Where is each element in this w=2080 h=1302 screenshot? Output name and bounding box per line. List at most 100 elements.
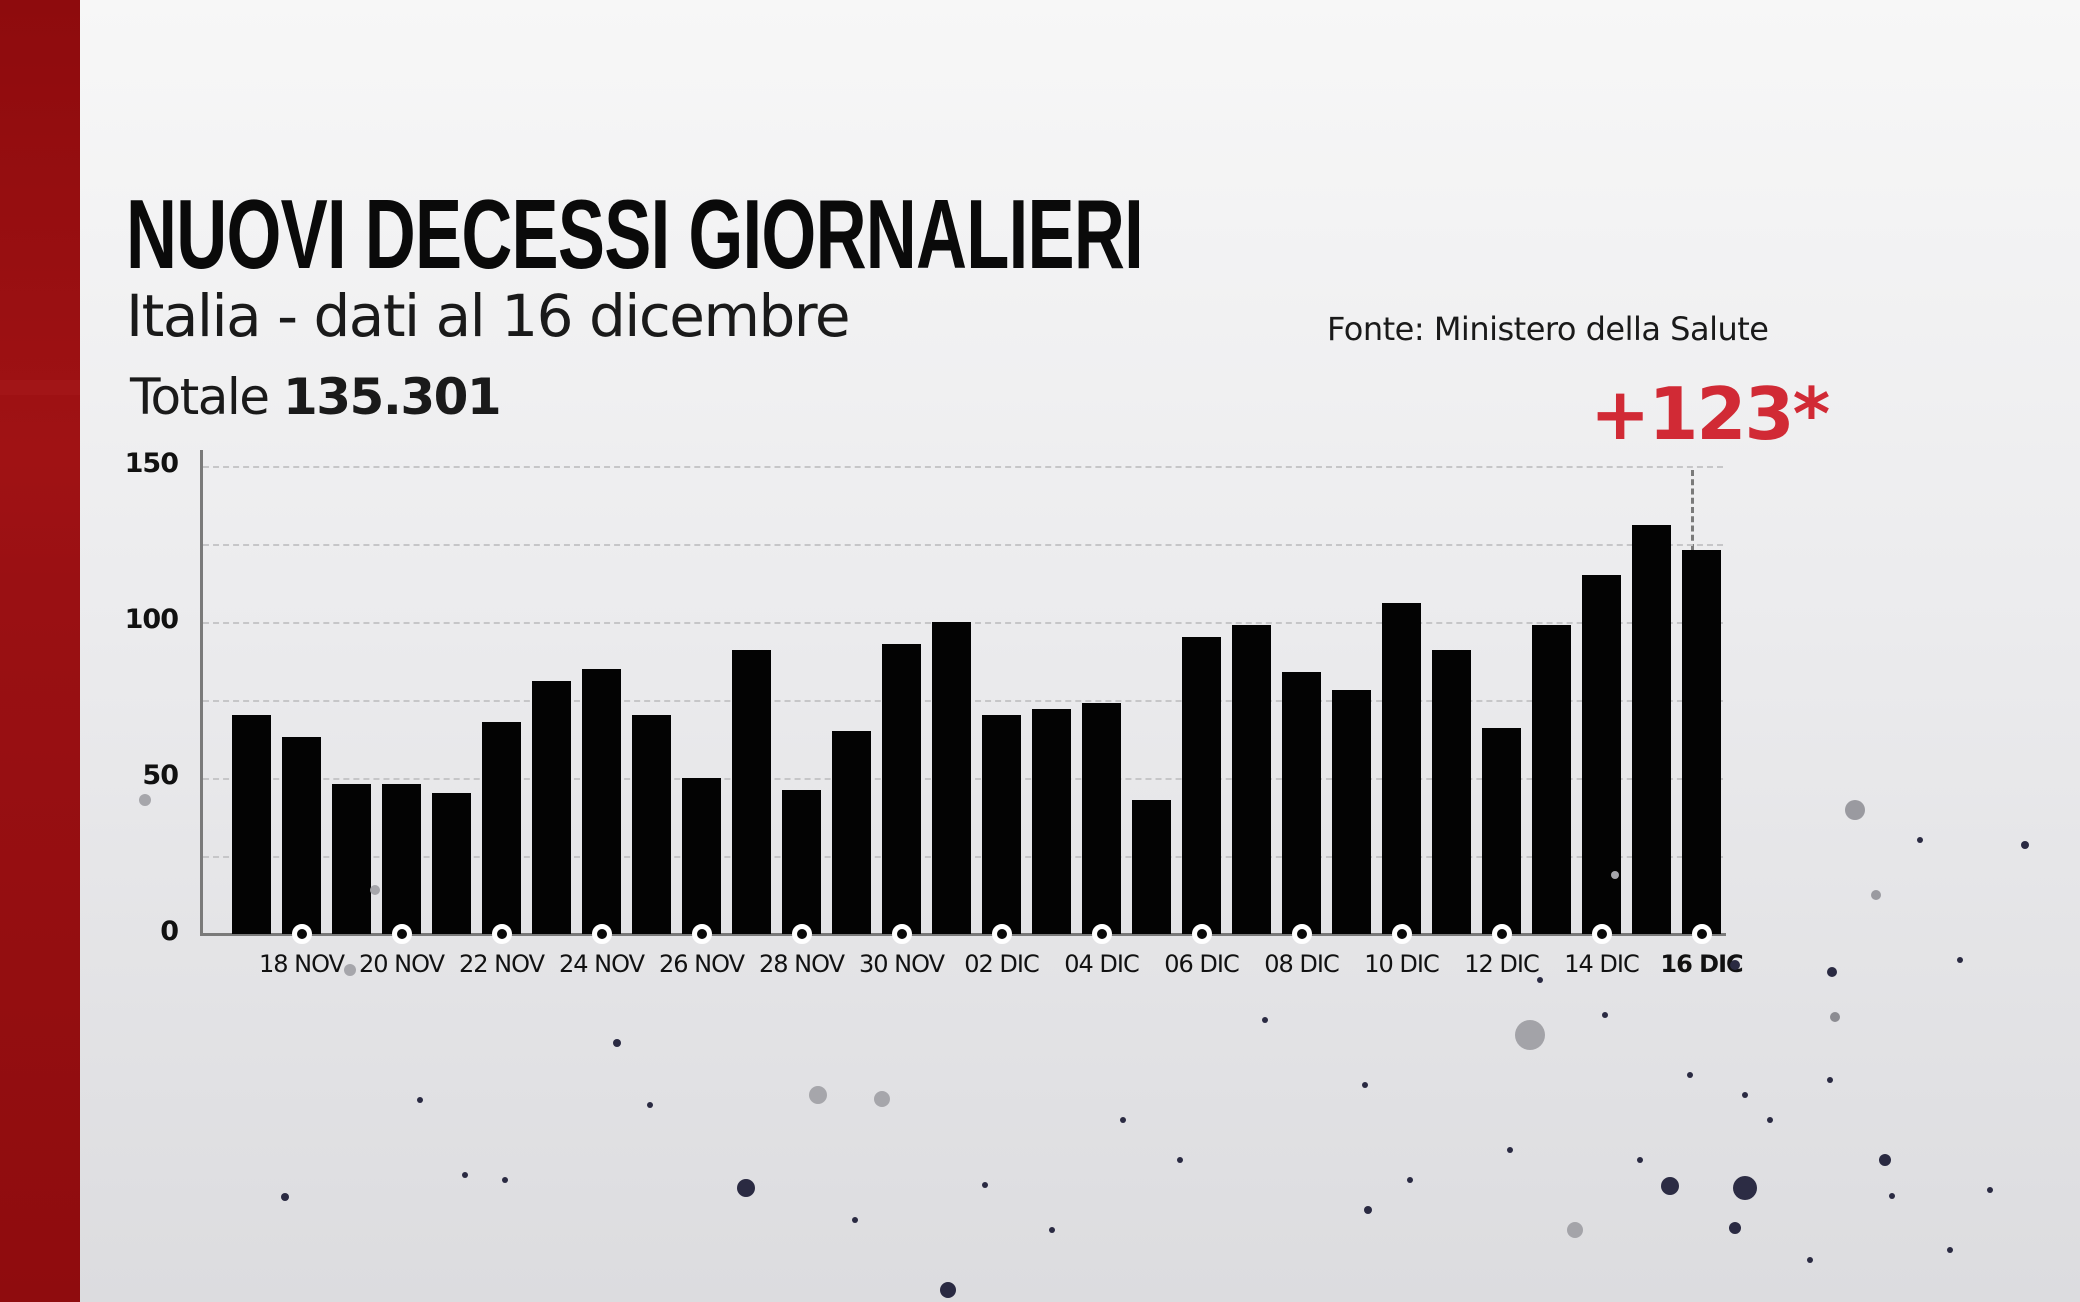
bar	[382, 784, 421, 934]
x-tick-marker	[891, 924, 912, 944]
data-source: Fonte: Ministero della Salute	[1327, 310, 1769, 348]
accent-stripe-band	[0, 380, 80, 395]
bar	[1482, 727, 1521, 934]
bar	[232, 715, 271, 934]
x-tick-label: 08 DIC	[1264, 950, 1339, 978]
decorative-dot	[1730, 960, 1740, 970]
bar	[1432, 649, 1471, 934]
bar	[1082, 702, 1121, 934]
bar	[1032, 709, 1071, 934]
decorative-dot	[737, 1179, 755, 1197]
bar	[282, 737, 321, 934]
bar	[1282, 671, 1321, 934]
bar	[432, 793, 471, 934]
decorative-dot	[852, 1217, 858, 1223]
decorative-dot	[1845, 800, 1865, 820]
bar	[1182, 637, 1221, 934]
x-tick-marker	[791, 924, 812, 944]
x-tick-label: 02 DIC	[964, 950, 1039, 978]
decorative-dot	[281, 1193, 289, 1201]
x-tick-label: 22 NOV	[458, 950, 545, 978]
decorative-dot	[1687, 1072, 1693, 1078]
gridline	[203, 543, 1723, 546]
bar	[1682, 549, 1721, 934]
decorative-dot	[874, 1091, 890, 1107]
x-axis	[200, 933, 1726, 936]
y-tick-label: 50	[142, 759, 179, 791]
decorative-dot	[1957, 957, 1963, 963]
decorative-dot	[940, 1282, 956, 1298]
x-tick-marker	[1291, 924, 1312, 944]
chart-subtitle: Italia - dati al 16 dicembre	[126, 282, 851, 350]
x-tick-label: 16 DIC	[1660, 950, 1743, 978]
bar	[1232, 624, 1271, 934]
decorative-dot	[1611, 871, 1619, 879]
bar	[832, 731, 871, 934]
decorative-dot	[1879, 1154, 1891, 1166]
decorative-dot	[1827, 967, 1837, 977]
bar	[482, 721, 521, 934]
x-tick-marker	[691, 924, 712, 944]
x-tick-label: 30 NOV	[858, 950, 945, 978]
y-tick-label: 100	[124, 603, 179, 635]
y-axis	[200, 450, 203, 936]
decorative-dot	[1807, 1257, 1813, 1263]
bar	[882, 643, 921, 934]
decorative-dot	[1742, 1092, 1748, 1098]
decorative-dot	[647, 1102, 653, 1108]
decorative-dot	[1602, 1012, 1608, 1018]
decorative-dot	[1889, 1193, 1895, 1199]
decorative-dot	[2021, 841, 2029, 849]
decorative-dot	[1917, 837, 1923, 843]
decorative-dot	[1177, 1157, 1183, 1163]
x-tick-label: 20 NOV	[358, 950, 445, 978]
decorative-dot	[1830, 1012, 1840, 1022]
x-tick-marker	[1091, 924, 1112, 944]
x-tick-label: 14 DIC	[1564, 950, 1639, 978]
x-tick-label: 04 DIC	[1064, 950, 1139, 978]
callout-leader-line	[1691, 470, 1694, 550]
bar	[532, 681, 571, 934]
decorative-dot	[1364, 1206, 1372, 1214]
x-tick-label: 12 DIC	[1464, 950, 1539, 978]
x-tick-label: 24 NOV	[558, 950, 645, 978]
bar	[1582, 574, 1621, 934]
gridline	[203, 465, 1723, 468]
chart-title: NUOVI DECESSI GIORNALIERI	[126, 179, 1144, 289]
decorative-dot	[344, 964, 356, 976]
decorative-dot	[1049, 1227, 1055, 1233]
decorative-dot	[1567, 1222, 1583, 1238]
bar	[1132, 799, 1171, 934]
decorative-dot	[370, 885, 380, 895]
x-tick-label: 28 NOV	[758, 950, 845, 978]
decorative-dot	[1507, 1147, 1513, 1153]
accent-stripe	[0, 0, 80, 1302]
x-tick-marker	[1691, 924, 1712, 944]
x-tick-marker	[1191, 924, 1212, 944]
decorative-dot	[809, 1086, 827, 1104]
y-tick-label: 0	[160, 916, 179, 947]
x-tick-marker	[1391, 924, 1412, 944]
decorative-dot	[1120, 1117, 1126, 1123]
bar	[682, 777, 721, 934]
total-label: Totale	[130, 368, 270, 426]
y-tick-label: 150	[124, 447, 179, 479]
bar	[932, 621, 971, 934]
total-deaths: Totale 135.301	[130, 368, 502, 426]
total-value: 135.301	[282, 368, 502, 426]
bar	[1532, 624, 1571, 934]
x-tick-marker	[991, 924, 1012, 944]
decorative-dot	[982, 1182, 988, 1188]
decorative-dot	[1407, 1177, 1413, 1183]
decorative-dot	[613, 1039, 621, 1047]
x-tick-label: 10 DIC	[1364, 950, 1439, 978]
x-tick-marker	[591, 924, 612, 944]
x-tick-label: 26 NOV	[658, 950, 745, 978]
bar	[1382, 602, 1421, 934]
decorative-dot	[1871, 890, 1881, 900]
bar	[332, 784, 371, 934]
bar	[1332, 690, 1371, 934]
decorative-dot	[462, 1172, 468, 1178]
bar	[1632, 524, 1671, 934]
